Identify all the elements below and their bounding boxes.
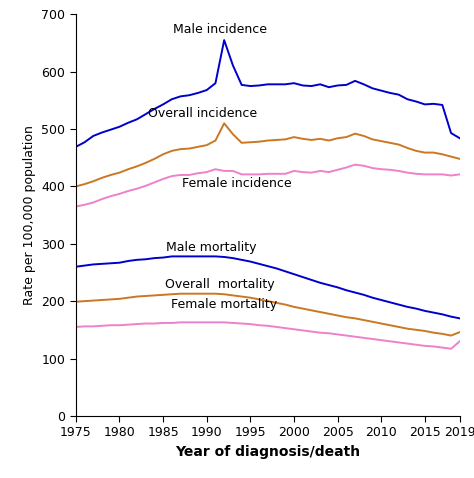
Text: Male incidence: Male incidence	[173, 22, 267, 35]
Y-axis label: Rate per 100,000 population: Rate per 100,000 population	[23, 125, 36, 305]
Text: Overall incidence: Overall incidence	[148, 107, 257, 120]
X-axis label: Year of diagnosis/death: Year of diagnosis/death	[175, 445, 360, 459]
Text: Overall  mortality: Overall mortality	[165, 278, 274, 291]
Text: Male mortality: Male mortality	[166, 241, 256, 254]
Text: Female mortality: Female mortality	[171, 298, 277, 311]
Text: Female incidence: Female incidence	[182, 177, 292, 190]
